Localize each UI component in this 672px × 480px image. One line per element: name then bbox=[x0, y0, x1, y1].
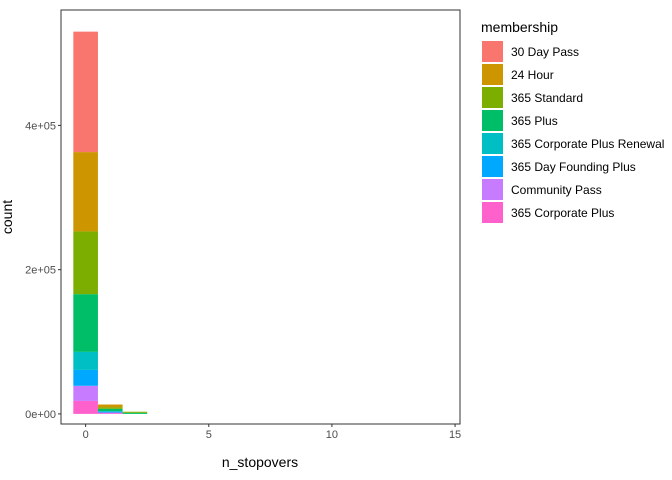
bar-segment bbox=[73, 152, 98, 232]
legend-swatch bbox=[482, 41, 503, 62]
x-axis: 0 5 10 15 bbox=[83, 424, 461, 441]
y-tick-label: 2e+05 bbox=[25, 265, 56, 277]
plot-panel bbox=[60, 9, 461, 425]
bar-segment bbox=[97, 411, 123, 412]
legend: membership 30 Day Pass 24 Hour 365 Standar… bbox=[481, 19, 664, 223]
legend-title: membership bbox=[481, 19, 558, 35]
bar-segment bbox=[73, 294, 98, 352]
bar-segment bbox=[73, 351, 98, 370]
bar-segment bbox=[97, 408, 123, 412]
bars-layer bbox=[73, 31, 148, 414]
bar-segment bbox=[73, 369, 98, 386]
legend-swatch bbox=[482, 133, 503, 154]
legend-swatch bbox=[482, 156, 503, 177]
x-tick-label: 10 bbox=[326, 429, 338, 441]
x-tick-label: 0 bbox=[83, 429, 89, 441]
x-tick-label: 5 bbox=[206, 429, 212, 441]
legend-swatch bbox=[482, 87, 503, 108]
legend-swatch bbox=[482, 202, 503, 223]
x-axis-title: n_stopovers bbox=[222, 454, 298, 470]
bar-segment bbox=[73, 231, 98, 295]
legend-label: 365 Plus bbox=[511, 114, 558, 128]
legend-label: 365 Standard bbox=[511, 91, 583, 105]
y-axis-title: count bbox=[0, 200, 15, 234]
bar-segment bbox=[122, 412, 148, 414]
legend-label: 30 Day Pass bbox=[511, 45, 579, 59]
bar-segment bbox=[122, 411, 148, 413]
bar-segment bbox=[97, 407, 123, 409]
legend-swatch bbox=[482, 179, 503, 200]
bar-segment bbox=[97, 404, 123, 408]
y-axis: 0e+00 2e+05 4e+05 bbox=[25, 120, 61, 421]
legend-label: 365 Corporate Plus bbox=[511, 206, 614, 220]
bar-segment bbox=[97, 411, 123, 413]
x-tick-label: 15 bbox=[449, 429, 461, 441]
y-tick-label: 4e+05 bbox=[25, 120, 56, 132]
legend-label: Community Pass bbox=[511, 183, 602, 197]
bar-segment bbox=[73, 385, 98, 401]
legend-label: 365 Day Founding Plus bbox=[511, 160, 636, 174]
bar-segment bbox=[97, 412, 123, 414]
legend-label: 24 Hour bbox=[511, 68, 554, 82]
bar-segment bbox=[97, 413, 123, 414]
bar-segment bbox=[73, 400, 98, 414]
legend-swatch bbox=[482, 110, 503, 131]
y-tick-label: 0e+00 bbox=[25, 409, 56, 421]
legend-label: 365 Corporate Plus Renewal bbox=[511, 137, 664, 151]
bar-segment bbox=[73, 31, 98, 153]
legend-swatch bbox=[482, 64, 503, 85]
